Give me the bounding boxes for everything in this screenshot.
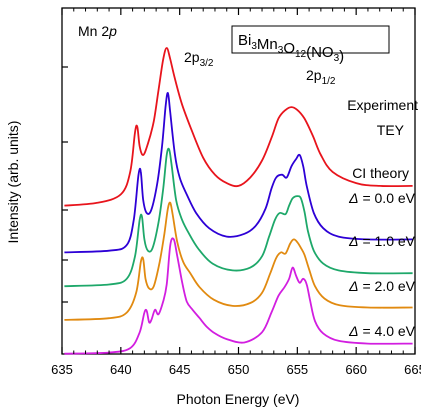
compound-label: Bi3Mn3O12(NO3) xyxy=(231,25,390,65)
series-label-0: Experiment xyxy=(347,97,418,113)
x-tick-label: 655 xyxy=(286,362,308,377)
peak-label-l3: 2p3/2 xyxy=(184,49,214,69)
series-line-2 xyxy=(64,147,413,288)
peak-label-l2: 2p1/2 xyxy=(306,67,336,87)
x-tick-label: 660 xyxy=(345,362,367,377)
x-tick-label: 640 xyxy=(110,362,132,377)
series-line-1 xyxy=(64,92,413,254)
x-tick-label: 635 xyxy=(51,362,73,377)
edge-label: Mn 2p xyxy=(78,23,117,39)
series-line-3 xyxy=(64,201,413,321)
series-line-0 xyxy=(64,47,413,207)
y-axis-label: Intensity (arb. units) xyxy=(5,121,21,244)
series-label-4: Δ = 4.0 eV xyxy=(348,323,415,339)
series-label-0: TEY xyxy=(377,122,405,138)
svg-text:Bi3Mn3O12(NO3): Bi3Mn3O12(NO3) xyxy=(238,32,344,65)
series-label-1: Δ = 0.0 eV xyxy=(348,190,415,206)
series-line-4 xyxy=(64,237,413,355)
x-tick-label: 650 xyxy=(228,362,250,377)
series-label-1: CI theory xyxy=(352,165,409,181)
series-label-3: Δ = 2.0 eV xyxy=(348,278,415,294)
x-axis-label: Photon Energy (eV) xyxy=(177,391,300,407)
x-tick-label: 645 xyxy=(169,362,191,377)
x-tick-label: 665 xyxy=(404,362,421,377)
plot-frame xyxy=(61,7,416,355)
series-label-2: Δ = 1.0 eV xyxy=(348,233,415,249)
